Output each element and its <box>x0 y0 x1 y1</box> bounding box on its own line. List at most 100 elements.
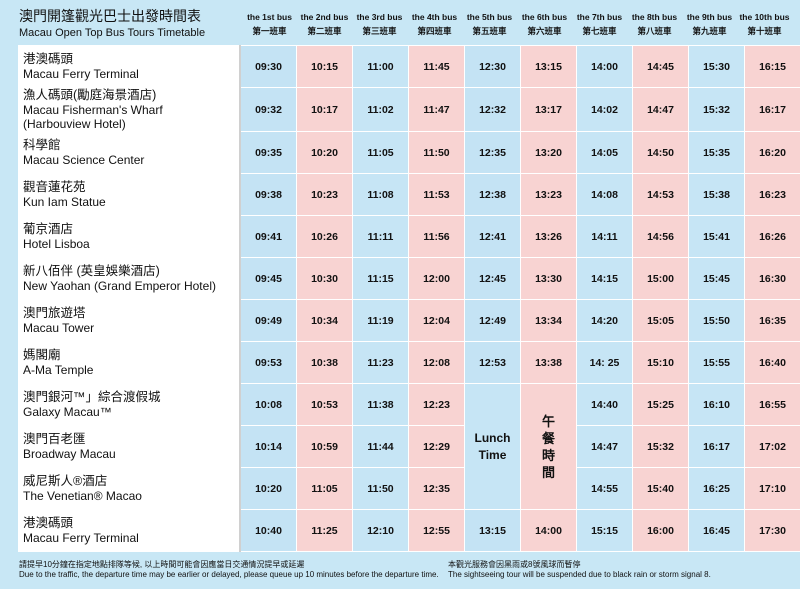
footer-note-left: 請提早10分鐘在指定地點排隊等候, 以上時間可能會因應當日交通情況提早或延遲 D… <box>19 560 439 580</box>
stop-row: 威尼斯人®酒店 The Venetian® Macao 10:20 11:05 11:5… <box>18 467 800 510</box>
footer-right-zh: 本觀光服務會因黑雨或8號風球而暫停 <box>448 560 581 569</box>
title-en: Macau Open Top Bus Tours Timetable <box>19 27 206 39</box>
departure-time: 11:44 <box>352 425 409 468</box>
footer-left-en: Due to the traffic, the departure time m… <box>19 570 439 579</box>
departure-time: 16:26 <box>744 215 800 258</box>
departure-time: 12:30 <box>464 45 521 88</box>
departure-time: 10:59 <box>296 425 353 468</box>
departure-time: 16:23 <box>744 173 800 216</box>
departure-time: 14:08 <box>576 173 633 216</box>
departure-time: 09:45 <box>239 257 297 300</box>
stop-row: 港澳碼頭 Macau Ferry Terminal 10:40 11:25 12:10 1… <box>18 509 800 552</box>
stop-row: 澳門旅遊塔 Macau Tower 09:49 10:34 11:19 12:04 12:4… <box>18 299 800 342</box>
departure-time: 11:19 <box>352 299 409 342</box>
lunch-en-line1: Lunch <box>474 430 511 445</box>
departure-time: 12:00 <box>408 257 465 300</box>
bus-header-zh: 第二班車 <box>307 26 342 36</box>
stop-name-zh: 媽閣廟 <box>23 348 61 362</box>
departure-time: 11:00 <box>352 45 409 88</box>
lunch-zh-char: 午 <box>541 413 555 429</box>
departure-time: 15:38 <box>688 173 745 216</box>
departure-time: 10:14 <box>239 425 297 468</box>
stop-name-en: Macau Ferry Terminal <box>23 531 139 545</box>
stop-name-en: Macau Fisherman's Wharf <box>23 103 163 117</box>
departure-time: 13:34 <box>520 299 577 342</box>
bus-header-en: the 8th bus <box>631 12 678 22</box>
departure-time: 10:20 <box>296 131 353 174</box>
timetable-title: 澳門開篷觀光巴士出發時間表 Macau Open Top Bus Tours T… <box>19 8 239 40</box>
departure-time: 15:35 <box>688 131 745 174</box>
departure-time: 11:23 <box>352 341 409 384</box>
departure-time: 10:53 <box>296 383 353 426</box>
stop-name-en: Broadway Macau <box>23 447 116 461</box>
departure-time: 10:34 <box>296 299 353 342</box>
departure-time: 12:53 <box>464 341 521 384</box>
stop-name-zh: 觀音蓮花苑 <box>23 180 86 194</box>
departure-time: 11:08 <box>352 173 409 216</box>
bus-header-en: the 3rd bus <box>356 12 403 22</box>
departure-time: 09:30 <box>239 45 297 88</box>
departure-time: 16:17 <box>688 425 745 468</box>
departure-time: 13:23 <box>520 173 577 216</box>
departure-time: 10:15 <box>296 45 353 88</box>
bus-header-zh: 第七班車 <box>582 26 617 36</box>
departure-time: 11:05 <box>296 467 353 510</box>
bus-header-zh: 第三班車 <box>362 26 397 36</box>
stop-name-en: New Yaohan (Grand Emperor Hotel) <box>23 279 216 293</box>
stop-name-zh: 葡京酒店 <box>23 222 74 236</box>
stop-name-zh: 新八佰伴 (英皇娛樂酒店) <box>23 264 160 278</box>
stop-name-zh: 科學館 <box>23 138 61 152</box>
stop-name: 澳門百老匯 Broadway Macau <box>18 425 241 468</box>
departure-time: 14:11 <box>576 215 633 258</box>
stop-name-en: Hotel Lisboa <box>23 237 90 251</box>
departure-time: 15:45 <box>688 257 745 300</box>
bus-header-zh: 第十班車 <box>747 26 782 36</box>
stop-name-zh: 漁人碼頭(勵庭海景酒店) <box>23 88 157 102</box>
stop-name: 新八佰伴 (英皇娛樂酒店) New Yaohan (Grand Emperor H… <box>18 257 241 300</box>
footer-left-zh: 請提早10分鐘在指定地點排隊等候, 以上時間可能會因應當日交通情況提早或延遲 <box>19 560 305 569</box>
stop-name: 港澳碼頭 Macau Ferry Terminal <box>18 509 241 552</box>
departure-time: 10:40 <box>239 509 297 552</box>
departure-time: 09:53 <box>239 341 297 384</box>
departure-time: 12:04 <box>408 299 465 342</box>
departure-time: 17:30 <box>744 509 800 552</box>
stop-name: 威尼斯人®酒店 The Venetian® Macao <box>18 467 241 510</box>
departure-time: 12:55 <box>408 509 465 552</box>
stop-name-zh: 澳門銀河™」綜合渡假城 <box>23 390 161 404</box>
departure-time: 16:17 <box>744 87 800 132</box>
lunch-time-zh: 午餐時間 <box>520 383 577 510</box>
departure-time: 09:35 <box>239 131 297 174</box>
departure-time: 12:32 <box>464 87 521 132</box>
stop-name-en: Kun Iam Statue <box>23 195 106 209</box>
bus-header-en: the 6th bus <box>521 12 568 22</box>
departure-time: 11:38 <box>352 383 409 426</box>
departure-time: 15:50 <box>688 299 745 342</box>
departure-time: 15:15 <box>576 509 633 552</box>
bus-header-en: the 10th bus <box>739 12 790 22</box>
stop-row: 港澳碼頭 Macau Ferry Terminal 09:30 10:15 11:00 1… <box>18 45 800 88</box>
bus-header-4: the 4th bus 第四班車 <box>407 12 462 37</box>
departure-time: 10:17 <box>296 87 353 132</box>
departure-time: 14:45 <box>632 45 689 88</box>
lunch-time-en: Lunch Time <box>464 383 521 510</box>
departure-time: 15:32 <box>632 425 689 468</box>
bus-header-zh: 第五班車 <box>472 26 507 36</box>
stop-name: 澳門旅遊塔 Macau Tower <box>18 299 241 342</box>
departure-time: 14:00 <box>520 509 577 552</box>
stop-name: 港澳碼頭 Macau Ferry Terminal <box>18 45 241 88</box>
departure-time: 16:10 <box>688 383 745 426</box>
stop-name-en: Macau Science Center <box>23 153 145 167</box>
departure-time: 13:30 <box>520 257 577 300</box>
departure-time: 17:02 <box>744 425 800 468</box>
departure-time: 11:45 <box>408 45 465 88</box>
departure-time: 14:55 <box>576 467 633 510</box>
departure-time: 14:02 <box>576 87 633 132</box>
stop-row: 媽閣廟 A-Ma Temple 09:53 10:38 11:23 12:08 12:53 1… <box>18 341 800 384</box>
stop-row: 澳門銀河™」綜合渡假城 Galaxy Macau™ 10:08 10:53 11:38 1… <box>18 383 800 510</box>
departure-time: 12:38 <box>464 173 521 216</box>
departure-time: 11:02 <box>352 87 409 132</box>
departure-time: 11:15 <box>352 257 409 300</box>
bus-header-2: the 2nd bus 第二班車 <box>297 12 352 37</box>
bus-header-en: the 9th bus <box>686 12 733 22</box>
bus-header-en: the 7th bus <box>576 12 623 22</box>
